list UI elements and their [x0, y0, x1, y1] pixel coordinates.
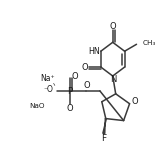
Text: CH₃: CH₃	[142, 40, 156, 46]
Text: O: O	[131, 97, 138, 106]
Text: NaO: NaO	[29, 103, 44, 109]
Text: O: O	[84, 81, 90, 90]
Text: F: F	[101, 134, 106, 143]
Text: O: O	[72, 72, 78, 82]
Polygon shape	[103, 118, 106, 134]
Text: O: O	[82, 63, 88, 72]
Text: P: P	[68, 87, 73, 96]
Text: O: O	[67, 104, 73, 113]
Text: Na⁺: Na⁺	[40, 74, 55, 83]
Text: HN: HN	[88, 47, 100, 56]
Text: ⁻O: ⁻O	[43, 85, 53, 94]
Text: O: O	[109, 22, 116, 31]
Text: N: N	[110, 75, 117, 84]
